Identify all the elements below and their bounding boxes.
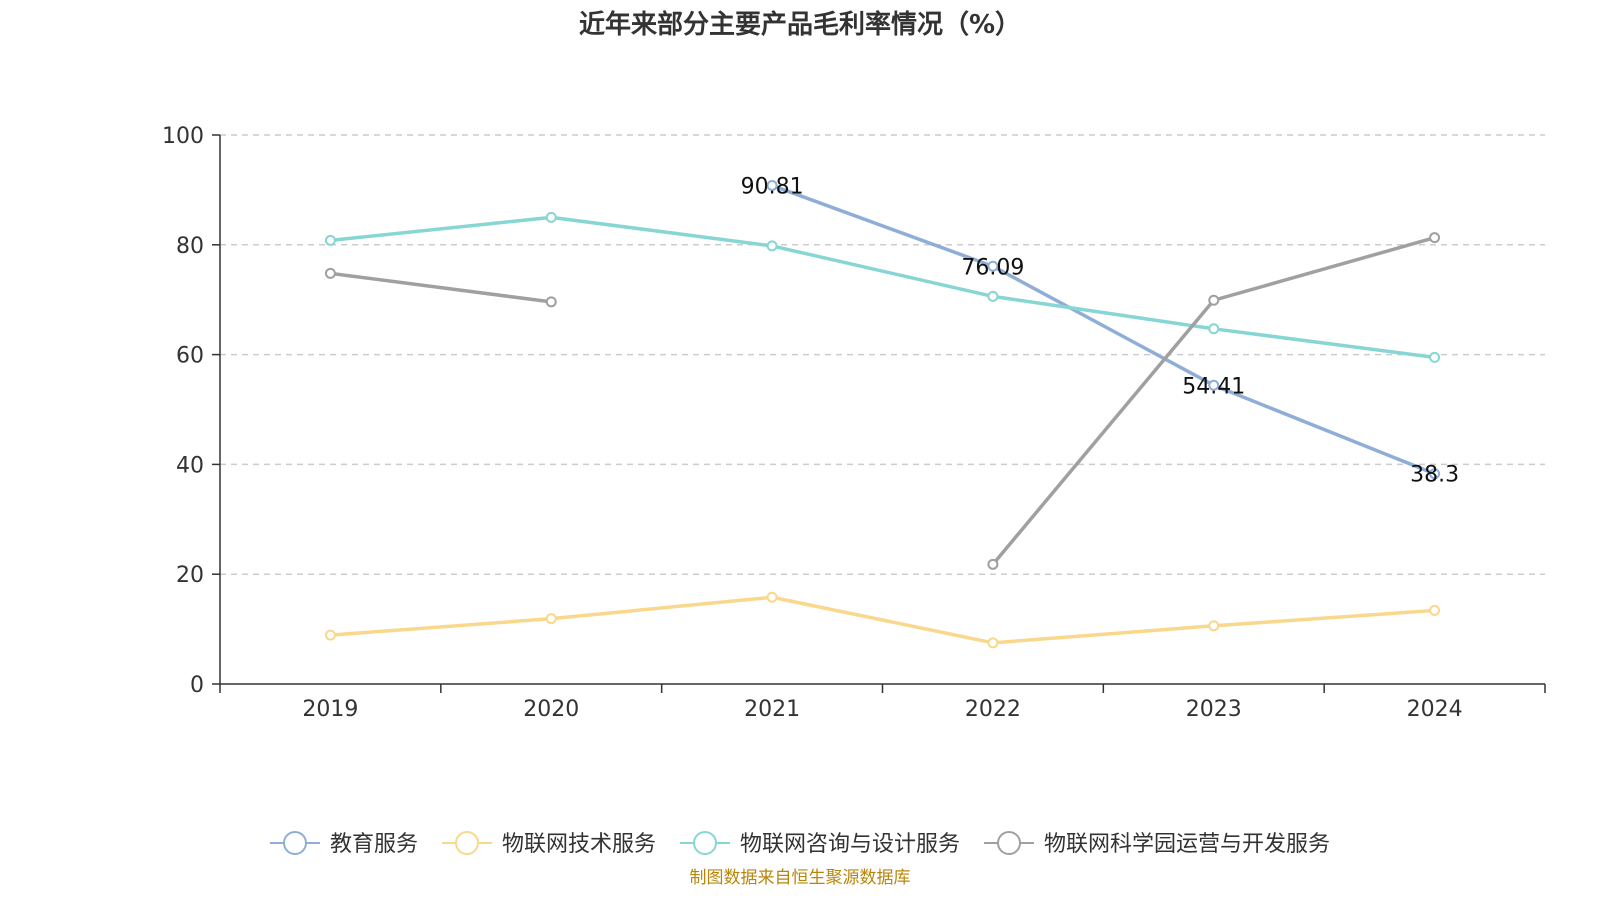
data-labels: 90.81 76.09 54.41 38.3 (741, 174, 1459, 487)
series-1 (324, 591, 1441, 649)
data-point[interactable] (545, 613, 557, 625)
legend-label: 教育服务 (330, 832, 418, 857)
series-line (330, 271, 552, 304)
legend-marker-icon (693, 831, 717, 855)
data-point[interactable] (1208, 323, 1220, 335)
data-point[interactable] (766, 591, 778, 603)
y-tick-label: 100 (162, 124, 204, 149)
data-point[interactable] (545, 211, 557, 223)
series-line (330, 215, 1435, 360)
x-tick-label: 2019 (302, 697, 358, 722)
data-point[interactable] (324, 629, 336, 641)
legend-marker-icon (454, 831, 479, 855)
data-point[interactable] (324, 267, 336, 279)
data-point[interactable] (1429, 468, 1441, 480)
legend-item-1[interactable]: 物联网技术服务 (441, 831, 656, 857)
y-tick-label: 20 (176, 563, 204, 588)
legend-item-0[interactable]: 教育服务 (269, 831, 418, 857)
data-label: 38.3 (1410, 463, 1459, 488)
data-point[interactable] (987, 290, 999, 302)
legend-label: 物联网技术服务 (502, 832, 656, 857)
series-line (771, 183, 1436, 476)
chart-title: 近年来部分主要产品毛利率情况（%） (579, 9, 1021, 40)
series-lines (324, 179, 1441, 649)
data-point[interactable] (1208, 620, 1220, 632)
data-point[interactable] (1429, 232, 1441, 244)
x-tick-label: 2020 (523, 697, 579, 722)
series-2 (324, 211, 1441, 363)
x-tick-label: 2022 (965, 697, 1021, 722)
series-0 (766, 179, 1441, 480)
legend-item-3[interactable]: 物联网科学园运营与开发服务 (984, 831, 1330, 857)
y-tick-label: 60 (176, 344, 204, 369)
y-tick-label: 0 (190, 673, 204, 698)
data-point[interactable] (766, 240, 778, 252)
data-point[interactable] (1429, 604, 1441, 616)
legend-item-2[interactable]: 物联网咨询与设计服务 (680, 831, 960, 857)
data-point[interactable] (1208, 294, 1220, 306)
series-3 (324, 232, 1441, 570)
legend-marker-icon (282, 831, 307, 855)
source-note: 制图数据来自恒生聚源数据库 (690, 868, 911, 888)
data-label: 76.09 (961, 255, 1024, 280)
legend-label: 物联网科学园运营与开发服务 (1044, 832, 1330, 857)
data-point[interactable] (766, 179, 778, 191)
data-point[interactable] (1429, 351, 1441, 363)
data-point[interactable] (324, 234, 336, 246)
y-tick-label: 40 (176, 453, 204, 478)
data-point[interactable] (1208, 379, 1220, 391)
series-line (991, 235, 1436, 566)
data-label: 90.81 (741, 174, 804, 199)
x-tick-label: 2021 (744, 697, 800, 722)
legend: 教育服务 物联网技术服务 物联网咨询与设计服务 物联网科学园运营与开发服务 (269, 831, 1330, 857)
y-tick-label: 80 (176, 234, 204, 259)
legend-marker-icon (997, 831, 1022, 855)
data-point[interactable] (545, 296, 557, 308)
series-line (330, 595, 1435, 645)
data-point[interactable] (987, 637, 999, 649)
grid-lines (220, 134, 1545, 575)
axes: 0 20 40 60 80 100 2019 2020 2021 2022 2023 2024 (162, 124, 1546, 722)
legend-label: 物联网咨询与设计服务 (740, 832, 960, 857)
data-point[interactable] (987, 260, 999, 272)
x-tick-label: 2024 (1407, 697, 1463, 722)
x-tick-label: 2023 (1186, 697, 1242, 722)
data-label: 54.41 (1182, 374, 1245, 399)
data-point[interactable] (987, 558, 999, 570)
